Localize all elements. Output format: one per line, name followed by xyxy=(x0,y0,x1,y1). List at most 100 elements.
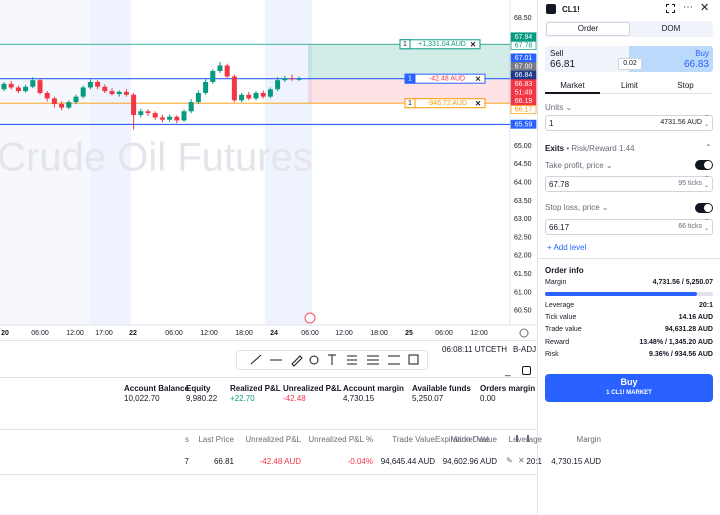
adjustment[interactable]: B-ADJ xyxy=(513,345,537,354)
close-panel-button[interactable]: ✕ xyxy=(700,2,710,14)
candle-body xyxy=(66,102,72,108)
candle-body xyxy=(159,117,165,120)
summary-value: 10,022.70 xyxy=(124,394,160,403)
units-value: 4731.56 AUD xyxy=(660,119,702,126)
x-tick-label: 12:00 xyxy=(335,330,353,337)
stop-loss-label[interactable]: Stop loss, price ⌄ xyxy=(545,203,609,212)
position-qty-box xyxy=(399,39,411,50)
session-shade xyxy=(265,0,312,325)
position-close[interactable] xyxy=(475,100,481,106)
order-type-tab[interactable]: Limit xyxy=(621,81,638,90)
sell-button[interactable] xyxy=(545,46,629,72)
stepper[interactable]: ⌃ ⌄ xyxy=(704,219,710,232)
buy-button[interactable] xyxy=(545,374,713,402)
price-tag xyxy=(510,96,537,106)
stop-loss: 66.17 xyxy=(549,223,570,232)
candle-body xyxy=(44,92,50,99)
candle-body xyxy=(131,94,137,115)
position-close[interactable] xyxy=(475,76,481,82)
order-type-tab[interactable]: Market xyxy=(560,81,585,90)
info-value: 14.16 AUD xyxy=(678,314,713,321)
summary-value: 4,730.15 xyxy=(343,394,375,403)
table-header: Unrealized P&L xyxy=(245,435,301,444)
event-marker[interactable] xyxy=(304,312,316,324)
y-tick-label: 65.00 xyxy=(514,143,532,150)
y-tick-label: 64.50 xyxy=(514,161,532,168)
info-value: 13.48% / 1,345.20 AUD xyxy=(639,339,713,346)
minimize-button[interactable]: _ xyxy=(505,366,511,377)
take-profit-toggle[interactable] xyxy=(695,160,713,170)
order-type-tab[interactable]: Stop xyxy=(677,81,694,90)
summary-value: 5,250.07 xyxy=(412,394,444,403)
margin-fill xyxy=(545,292,697,296)
candle-body xyxy=(239,94,245,101)
y-tick-label: 62.00 xyxy=(514,253,532,260)
y-tick-label: 63.00 xyxy=(514,216,532,223)
take-profit-label[interactable]: Take profit, price ⌄ xyxy=(545,161,613,170)
candle-body xyxy=(109,91,115,95)
stop-loss-ticks: 66 ticks xyxy=(678,223,702,230)
candle-body xyxy=(80,87,86,97)
chart: Crude Oil Futures 68.5068.0065.0064.5064… xyxy=(0,0,537,338)
stepper[interactable]: ⌃ ⌄ xyxy=(704,115,710,128)
axis-settings[interactable] xyxy=(519,328,529,338)
table-header: Last Price xyxy=(198,435,234,444)
candle-body xyxy=(87,81,93,88)
spread: 0.02 xyxy=(618,58,642,70)
price-tag-label: 51:49 xyxy=(515,89,533,96)
drawing-toolbar xyxy=(236,350,428,370)
collapse-button[interactable]: ⌃ xyxy=(705,143,712,152)
stepper[interactable]: ⌃ ⌄ xyxy=(704,176,710,189)
buy-button-title: Buy xyxy=(620,377,638,387)
buy-quote-button[interactable] xyxy=(629,46,713,72)
x-tick-label: 06:00 xyxy=(165,330,183,337)
columns-button[interactable] xyxy=(516,435,529,442)
stop-loss-toggle[interactable] xyxy=(695,203,713,213)
x-tick-label: 12:00 xyxy=(200,330,218,337)
fib-tool[interactable] xyxy=(347,355,357,365)
add-level-button[interactable]: + Add level xyxy=(547,243,587,252)
edit-button[interactable]: ✎ xyxy=(506,456,513,465)
maximize-button[interactable] xyxy=(522,366,531,375)
position-close[interactable] xyxy=(470,41,476,47)
candle-body xyxy=(73,96,79,103)
tab[interactable]: Order xyxy=(546,22,630,36)
units-input[interactable] xyxy=(545,115,713,131)
pattern-tool[interactable] xyxy=(367,355,379,365)
panel-divider xyxy=(0,377,537,378)
info-label: Trade value xyxy=(545,326,582,333)
order-panel xyxy=(537,0,720,515)
measure-tool[interactable] xyxy=(408,354,419,365)
candle-body xyxy=(203,81,209,93)
candle-body xyxy=(116,91,122,95)
x-tick-label: 06:00 xyxy=(435,330,453,337)
trend-line-tool[interactable] xyxy=(250,354,262,365)
layout-button[interactable] xyxy=(666,4,675,13)
stop-loss-input[interactable] xyxy=(545,219,713,235)
table-cell: 66.81 xyxy=(213,457,234,466)
exits-header[interactable]: Exits • Risk/Reward 1.44 xyxy=(545,144,635,153)
tab[interactable]: DOM xyxy=(661,24,681,33)
text-tool[interactable] xyxy=(328,354,336,365)
toolbar-icons xyxy=(250,354,419,367)
y-tick-label: 68.50 xyxy=(514,15,532,22)
candle-body xyxy=(195,92,201,103)
position-tool[interactable] xyxy=(388,355,400,365)
info-value: 9.36% / 934.56 AUD xyxy=(649,351,713,358)
price-tag-label: 67.78 xyxy=(515,43,533,50)
session[interactable]: ETH xyxy=(491,345,507,354)
tab-underline xyxy=(545,92,600,94)
position-pnl: +1,331.04 AUD xyxy=(418,41,466,48)
brush-tool[interactable] xyxy=(291,355,303,367)
info-value: 4,731.56 / 5,250.07 xyxy=(652,279,713,286)
shape-tool[interactable] xyxy=(309,355,319,365)
settings-button[interactable]: ⋯ xyxy=(683,2,693,13)
candle-body xyxy=(282,78,288,81)
table-cell: -42.48 AUD xyxy=(259,457,301,466)
close-position-button[interactable]: ✕ xyxy=(518,456,525,465)
position-pnl: -42.48 AUD xyxy=(429,76,465,83)
units-label[interactable]: Units ⌄ xyxy=(545,103,573,112)
candle-body xyxy=(181,111,187,121)
tab-divider xyxy=(545,93,713,94)
take-profit-input[interactable] xyxy=(545,176,713,192)
